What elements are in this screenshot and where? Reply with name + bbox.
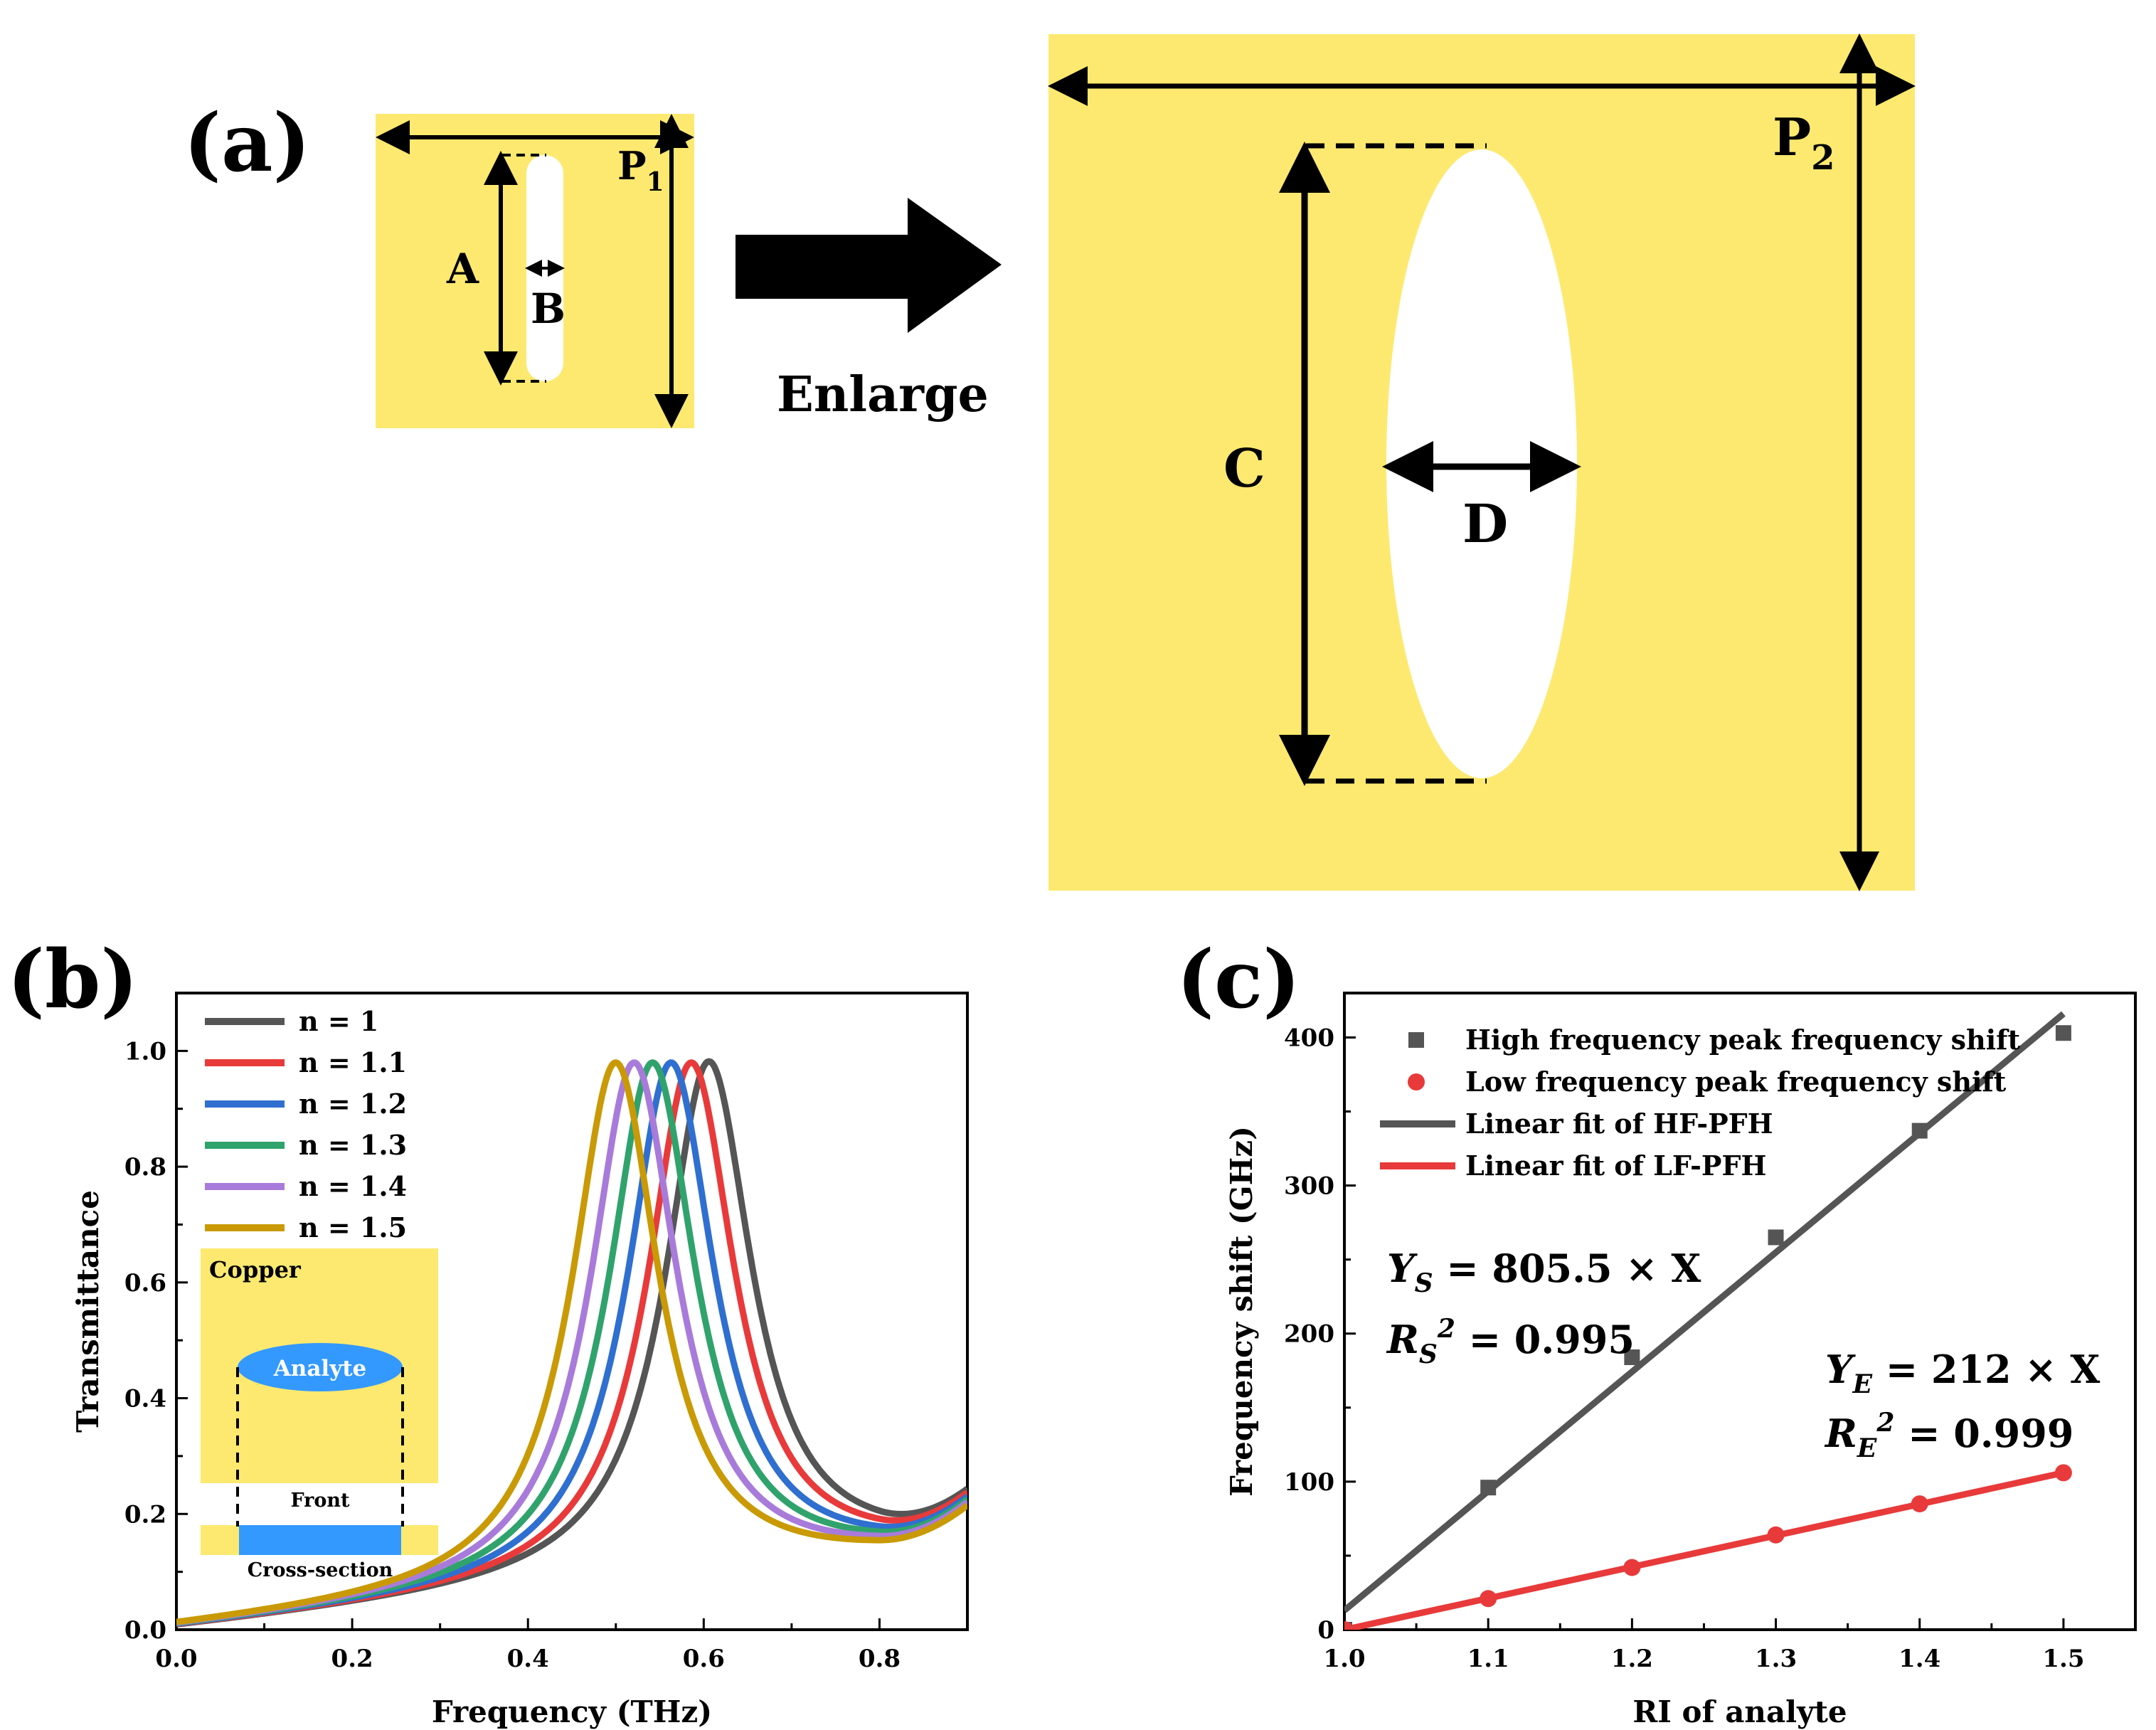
inset-copper-label: Copper xyxy=(209,1256,302,1283)
plot-frame xyxy=(1343,992,2137,1631)
x-tick-label: 0.2 xyxy=(331,1645,373,1673)
x-axis-label: Frequency (THz) xyxy=(432,1694,712,1729)
legend-label: Low frequency peak frequency shift xyxy=(1465,1066,2007,1098)
y-tick-label: 0.6 xyxy=(124,1269,166,1298)
width-d-label: D xyxy=(1462,494,1508,555)
data-point-circle xyxy=(1344,1621,1353,1630)
inset-analyte-ellipse xyxy=(238,1343,403,1391)
y-tick-label: 400 xyxy=(1284,1024,1334,1052)
y-tick-label: 1.0 xyxy=(124,1037,166,1066)
y-axis-label: Transmittance xyxy=(70,1190,105,1433)
panel-c-label: (c) xyxy=(1177,933,1300,1026)
legend-label: Linear fit of LF-PFH xyxy=(1465,1150,1766,1182)
legend-label: n = 1.1 xyxy=(299,1046,407,1078)
x-tick-label: 0.8 xyxy=(859,1645,901,1673)
inset-front-label: Front xyxy=(290,1490,350,1512)
y-tick-label: 100 xyxy=(1284,1468,1334,1497)
y-tick-label: 0 xyxy=(1317,1616,1334,1645)
panel-b: (b) 0.0 0.2 0.4 0.6 0.8 0.0 0.2 0.4 0.6 0.8 1.0 Fre… xyxy=(7,933,969,1729)
small-unit-cell: P1 A B xyxy=(376,114,694,428)
legend-label: High frequency peak frequency shift xyxy=(1465,1024,2020,1056)
legend-marker-circle xyxy=(1408,1073,1425,1090)
data-point-circle xyxy=(1480,1590,1497,1608)
enlarge-arrow-icon xyxy=(736,198,1002,333)
data-point-square xyxy=(2055,1025,2071,1041)
equation-e: YE = 212 × X xyxy=(1825,1347,2100,1399)
inset-analyte-label: Analyte xyxy=(273,1356,367,1381)
panel-b-curves xyxy=(176,1058,967,1628)
inset-schematic: Copper Analyte Front Cross-section xyxy=(201,1248,438,1581)
x-tick-label: 1.5 xyxy=(2042,1645,2084,1673)
y-tick-label: 300 xyxy=(1284,1172,1334,1201)
length-a-label: A xyxy=(446,245,479,293)
data-point-circle xyxy=(1623,1559,1641,1576)
enlarge-arrow: Enlarge xyxy=(736,198,1002,423)
legend-label: n = 1 xyxy=(299,1005,378,1037)
panel-c-plot xyxy=(1344,1011,2072,1630)
y-axis-label: Frequency shift (GHz) xyxy=(1224,1126,1259,1497)
small-period-label: P1 xyxy=(617,143,664,197)
panel-b-legend: n = 1 n = 1.1 n = 1.2 n = 1.3 n = 1.4 n = 1.5 xyxy=(205,1005,407,1243)
legend-label: Linear fit of HF-PFH xyxy=(1465,1108,1773,1140)
panel-b-axes: 0.0 0.2 0.4 0.6 0.8 0.0 0.2 0.4 0.6 0.8 1.0 Frequen… xyxy=(70,992,969,1729)
panel-a-label: (a) xyxy=(184,97,311,190)
r-squared-s: RS2 = 0.995 xyxy=(1386,1314,1635,1369)
y-tick-label: 0.8 xyxy=(124,1153,166,1182)
data-point-square xyxy=(1911,1123,1928,1139)
series-line-n-1-5 xyxy=(176,1059,967,1625)
x-tick-label: 1.3 xyxy=(1755,1645,1797,1673)
large-unit-cell: P2 C D xyxy=(1048,33,1916,891)
x-tick-label: 0.4 xyxy=(507,1645,549,1673)
x-tick-label: 0.0 xyxy=(155,1645,197,1673)
y-tick-label: 200 xyxy=(1284,1320,1334,1349)
y-tick-label: 0.4 xyxy=(124,1385,166,1413)
fit-line xyxy=(1344,1469,2064,1630)
inset-analyte-layer xyxy=(239,1525,401,1555)
enlarge-label: Enlarge xyxy=(777,366,989,423)
r-squared-e: RE2 = 0.999 xyxy=(1824,1408,2073,1463)
length-c-label: C xyxy=(1223,438,1265,499)
plot-frame xyxy=(175,992,969,1631)
data-point-square xyxy=(1768,1229,1784,1246)
data-point-circle xyxy=(2054,1464,2072,1482)
y-tick-label: 0.2 xyxy=(124,1500,166,1529)
data-point-circle xyxy=(1911,1495,1928,1513)
y-tick-label: 0.0 xyxy=(124,1616,166,1645)
x-tick-label: 1.2 xyxy=(1611,1645,1653,1673)
large-period-label: P2 xyxy=(1773,107,1835,178)
legend-label: n = 1.5 xyxy=(299,1211,407,1243)
data-point-square xyxy=(1480,1480,1497,1496)
panel-b-label: (b) xyxy=(7,933,138,1026)
data-point-circle xyxy=(1767,1526,1785,1544)
x-axis-label: RI of analyte xyxy=(1632,1694,1847,1729)
legend-label: n = 1.2 xyxy=(299,1088,407,1120)
legend-marker-square xyxy=(1408,1032,1424,1048)
panel-c-legend: High frequency peak frequency shift Low f… xyxy=(1380,1024,2020,1182)
panel-a: (a) P1 A B Enlarge xyxy=(184,33,1916,891)
legend-label: n = 1.4 xyxy=(299,1170,407,1202)
x-tick-label: 0.6 xyxy=(683,1645,725,1673)
x-tick-label: 1.4 xyxy=(1899,1645,1940,1673)
equation-s: YS = 805.5 × X xyxy=(1387,1246,1701,1298)
fit-line xyxy=(1344,1011,2066,1613)
inset-cross-section-label: Cross-section xyxy=(248,1559,393,1581)
width-b-label: B xyxy=(531,285,565,333)
panel-c-axes: 1.0 1.1 1.2 1.3 1.4 1.5 0 100 200 300 400 RI of ana… xyxy=(1224,992,2137,1729)
panel-c: (c) 1.0 1.1 1.2 1.3 1.4 1.5 0 100 200 300 400 RI of… xyxy=(1177,933,2137,1729)
legend-label: n = 1.3 xyxy=(299,1129,407,1161)
data-point-square xyxy=(1624,1349,1640,1366)
x-tick-label: 1.0 xyxy=(1323,1645,1365,1673)
x-tick-label: 1.1 xyxy=(1467,1645,1509,1673)
